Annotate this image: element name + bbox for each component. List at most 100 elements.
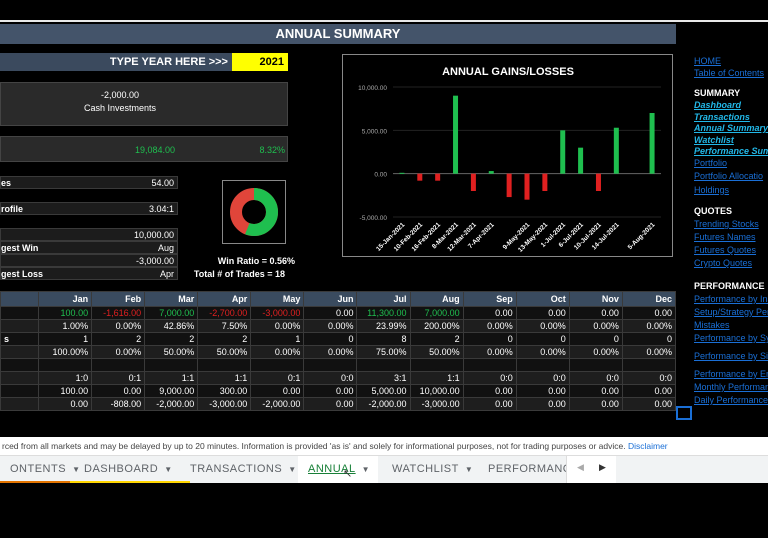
chevron-down-icon[interactable]: ▼: [72, 465, 81, 474]
sidebar-summary-item[interactable]: Portfolio Allocatio: [694, 171, 764, 181]
table-cell[interactable]: 1:1: [409, 371, 464, 385]
table-cell[interactable]: [356, 358, 411, 372]
sidebar-performance-item[interactable]: Performance by En: [694, 369, 768, 379]
table-cell[interactable]: 0.00: [568, 306, 623, 320]
table-cell[interactable]: [250, 358, 305, 372]
table-cell[interactable]: 0:0: [303, 371, 358, 385]
table-cell[interactable]: 0.00: [91, 384, 146, 398]
table-cell[interactable]: 2: [197, 332, 252, 346]
sheet-tab-annual[interactable]: ANNUAL ▼: [298, 456, 378, 483]
table-cell[interactable]: 2: [91, 332, 146, 346]
sheet-tab-transactions[interactable]: TRANSACTIONS ▼: [180, 456, 296, 483]
table-cell[interactable]: 0: [621, 332, 677, 346]
table-cell[interactable]: 1:1: [197, 371, 252, 385]
table-cell[interactable]: [303, 358, 358, 372]
sidebar-summary-item[interactable]: Annual Summary: [694, 123, 768, 133]
table-cell[interactable]: 75.00%: [356, 345, 411, 359]
chevron-down-icon[interactable]: ▼: [288, 465, 297, 474]
table-cell[interactable]: 1:0: [37, 371, 93, 385]
table-cell[interactable]: 23.99%: [356, 319, 411, 333]
table-cell[interactable]: 0:1: [250, 371, 305, 385]
table-cell[interactable]: 0.00%: [250, 345, 305, 359]
sidebar-summary-item[interactable]: Watchlist: [694, 134, 734, 145]
table-cell[interactable]: 50.00%: [409, 345, 464, 359]
table-cell[interactable]: -2,000.00: [356, 397, 411, 411]
table-cell[interactable]: [91, 358, 146, 372]
table-cell[interactable]: 0.00: [303, 397, 358, 411]
chevron-down-icon[interactable]: ▼: [164, 465, 173, 474]
table-cell[interactable]: 1.00%: [37, 319, 93, 333]
sidebar-performance-item[interactable]: Daily Performance: [694, 395, 768, 405]
table-cell[interactable]: 0.00: [621, 384, 677, 398]
sidebar-performance-item[interactable]: Monthly Performan: [694, 382, 768, 392]
table-cell[interactable]: 1: [250, 332, 305, 346]
table-cell[interactable]: 0.00%: [621, 319, 677, 333]
sheet-tab-performanc[interactable]: PERFORMANC: [478, 456, 571, 483]
table-cell[interactable]: 50.00%: [144, 345, 199, 359]
disclaimer-link[interactable]: Disclaimer: [627, 441, 668, 451]
table-cell[interactable]: 7,000.00: [409, 306, 464, 320]
table-cell[interactable]: [409, 358, 464, 372]
table-cell[interactable]: 100.00: [37, 306, 93, 320]
table-cell[interactable]: 50.00%: [197, 345, 252, 359]
table-cell[interactable]: [197, 358, 252, 372]
sidebar-performance-item[interactable]: Performance by Sy: [694, 333, 768, 343]
table-cell[interactable]: 5,000.00: [356, 384, 411, 398]
table-cell[interactable]: 100.00: [37, 384, 93, 398]
table-cell[interactable]: 0.00%: [250, 319, 305, 333]
table-cell[interactable]: -3,000.00: [197, 397, 252, 411]
table-cell[interactable]: -808.00: [91, 397, 146, 411]
sidebar-quotes-item[interactable]: Trending Stocks: [694, 219, 759, 229]
table-cell[interactable]: 0: [462, 332, 517, 346]
sidebar-summary-item[interactable]: Performance Summ: [694, 146, 768, 156]
table-cell[interactable]: 0.00%: [303, 345, 358, 359]
table-cell[interactable]: 0.00: [515, 306, 570, 320]
table-cell[interactable]: 1:1: [144, 371, 199, 385]
sheet-tab-ontents[interactable]: ONTENTS ▼: [0, 456, 80, 483]
sidebar-performance-item[interactable]: Performance by Si: [694, 351, 768, 361]
table-cell[interactable]: 0.00: [515, 397, 570, 411]
table-cell[interactable]: 0.00: [462, 384, 517, 398]
table-cell[interactable]: 0.00%: [621, 345, 677, 359]
table-cell[interactable]: 0.00: [303, 306, 358, 320]
table-cell[interactable]: 7,000.00: [144, 306, 199, 320]
scroll-left-icon[interactable]: ◀: [577, 462, 584, 472]
table-cell[interactable]: 0.00: [621, 397, 677, 411]
table-cell[interactable]: [568, 358, 623, 372]
table-cell[interactable]: -2,000.00: [144, 397, 199, 411]
table-cell[interactable]: [621, 358, 677, 372]
sidebar-summary-item[interactable]: Portfolio: [694, 157, 728, 168]
table-cell[interactable]: 2: [144, 332, 199, 346]
table-cell[interactable]: 42.86%: [144, 319, 199, 333]
table-cell[interactable]: -2,700.00: [197, 306, 252, 320]
table-cell[interactable]: [37, 358, 93, 372]
year-input[interactable]: 2021: [232, 53, 288, 71]
table-cell[interactable]: 0:1: [91, 371, 146, 385]
table-cell[interactable]: 7.50%: [197, 319, 252, 333]
table-cell[interactable]: [515, 358, 570, 372]
sidebar-home-link[interactable]: HOME: [694, 56, 721, 66]
table-cell[interactable]: 0.00: [568, 397, 623, 411]
sidebar-summary-item[interactable]: Holdings: [694, 184, 730, 195]
table-cell[interactable]: 10,000.00: [409, 384, 464, 398]
sidebar-quotes-item[interactable]: Crypto Quotes: [694, 258, 753, 268]
table-cell[interactable]: 11,300.00: [356, 306, 411, 320]
table-cell[interactable]: 3:1: [356, 371, 411, 385]
table-cell[interactable]: 0.00: [621, 306, 677, 320]
sidebar-toc-link[interactable]: Table of Contents: [694, 68, 765, 78]
sidebar-performance-item[interactable]: Performance by Ins: [694, 294, 768, 304]
sheet-tab-watchlist[interactable]: WATCHLIST ▼: [382, 456, 474, 483]
table-cell[interactable]: 1: [37, 332, 93, 346]
table-cell[interactable]: -3,000.00: [250, 306, 305, 320]
table-cell[interactable]: 0.00%: [91, 345, 146, 359]
table-cell[interactable]: 2: [409, 332, 464, 346]
table-cell[interactable]: 0.00: [37, 397, 93, 411]
table-cell[interactable]: 0.00%: [515, 319, 570, 333]
scroll-right-icon[interactable]: ▶: [599, 462, 606, 472]
table-cell[interactable]: 100.00%: [37, 345, 93, 359]
table-cell[interactable]: 0.00%: [515, 345, 570, 359]
sidebar-performance-item[interactable]: Setup/Strategy Per: [694, 307, 768, 317]
table-cell[interactable]: 0.00%: [91, 319, 146, 333]
chevron-down-icon[interactable]: ▼: [464, 465, 474, 474]
table-cell[interactable]: 0:0: [515, 371, 570, 385]
